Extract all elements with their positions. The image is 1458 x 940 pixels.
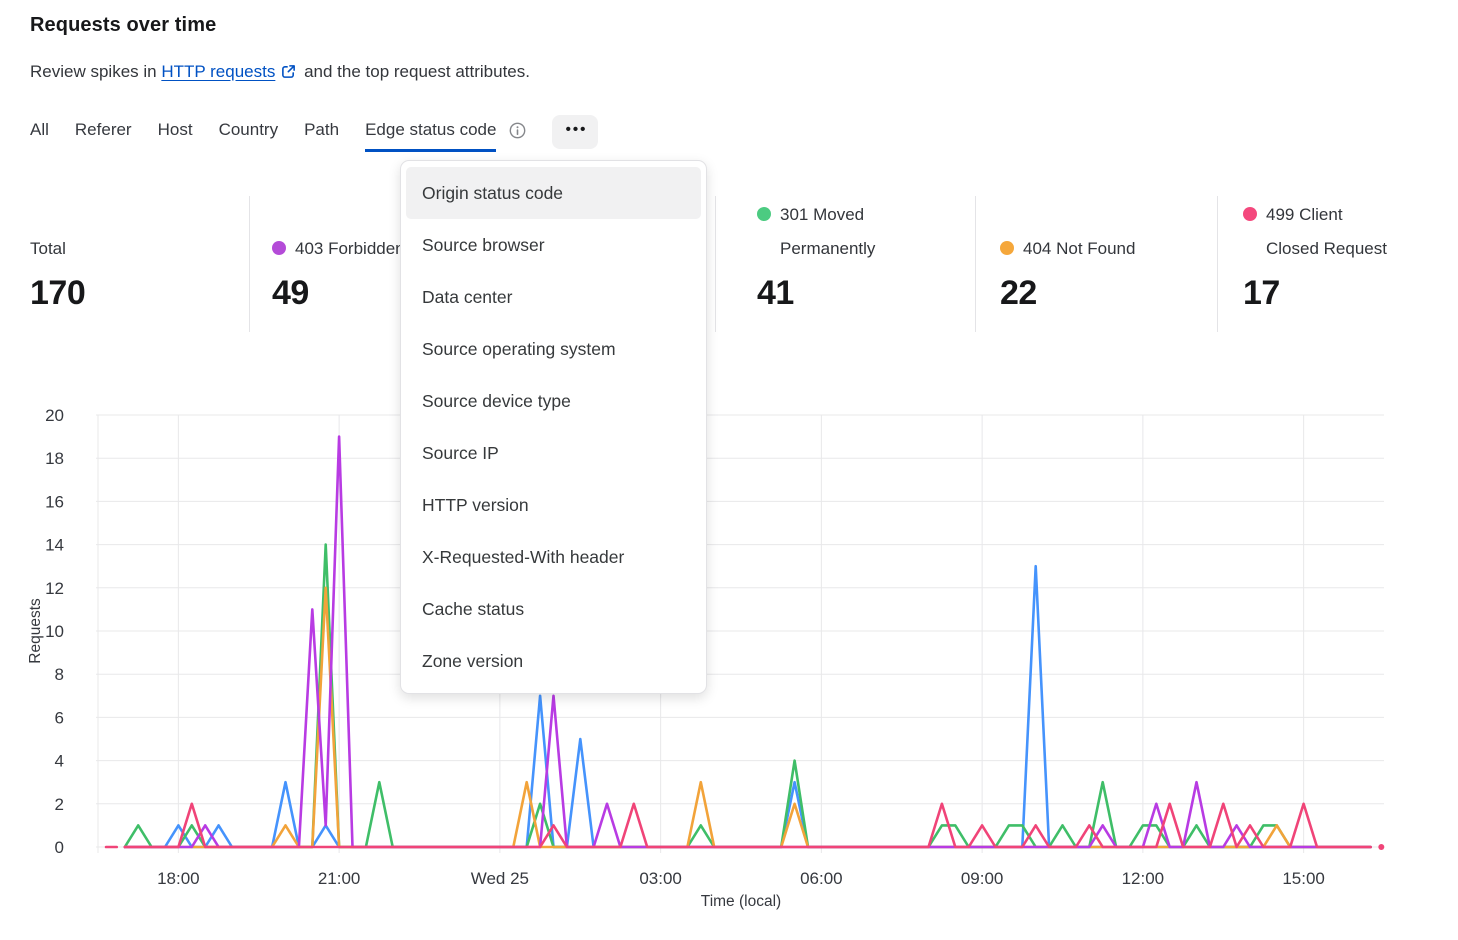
x-tick-label: 18:00: [157, 869, 200, 888]
menu-item-source-browser[interactable]: Source browser: [422, 234, 545, 255]
stat-label: 301 Moved Permanently: [757, 196, 875, 266]
menu-item-origin-status-code[interactable]: Origin status code: [406, 167, 701, 219]
y-tick-label: 10: [45, 622, 64, 641]
stats-divider: [975, 196, 976, 332]
series-line-499-client-closed-request: [123, 802, 1372, 849]
tab-label: Country: [218, 120, 279, 139]
stat-403-forbidden: 403 Forbidden 49: [272, 196, 405, 313]
series-end-dot-499-client-closed-request: [1378, 844, 1385, 850]
menu-item-zone-version[interactable]: Zone version: [422, 650, 524, 671]
page-title: Requests over time: [30, 14, 217, 36]
subtitle: Review spikes in HTTP requests and the t…: [30, 62, 530, 82]
stat-499-client-closed-request: 499 Client Closed Request 17: [1243, 196, 1387, 313]
x-tick-label: 21:00: [318, 869, 361, 888]
tab-referer[interactable]: Referer: [75, 120, 132, 152]
attribute-tabs: All Referer Host Country Path Edge status cod…: [30, 115, 599, 152]
stat-value: 22: [1000, 274, 1037, 312]
stats-divider: [715, 196, 716, 332]
y-tick-label: 6: [55, 708, 64, 727]
stat-label: Total: [30, 239, 66, 258]
stat-value: 41: [757, 274, 794, 312]
stat-total: Total 170: [30, 196, 86, 313]
y-tick-label: 0: [55, 838, 64, 857]
x-axis-title: Time (local): [701, 893, 781, 910]
menu-item-data-center[interactable]: Data center: [422, 286, 513, 307]
stats-divider: [1217, 196, 1218, 332]
http-requests-link[interactable]: HTTP requests: [161, 62, 299, 81]
stat-value: 49: [272, 274, 309, 312]
stat-label: 404 Not Found: [1000, 196, 1135, 266]
y-tick-label: 8: [55, 665, 64, 684]
tab-label: Edge status code: [365, 120, 497, 152]
y-tick-label: 18: [45, 449, 64, 468]
y-tick-label: 4: [55, 752, 64, 771]
stat-label: 403 Forbidden: [272, 196, 405, 266]
series-line-301-moved-permanently: [123, 543, 1372, 849]
stat-value: 170: [30, 274, 86, 312]
tab-edge-status-code[interactable]: Edge status code: [365, 120, 526, 152]
attribute-dropdown-menu: Origin status code Source browser Data cen…: [400, 160, 707, 694]
tab-label: Referer: [74, 120, 132, 139]
tab-label: Host: [157, 120, 193, 139]
tab-host[interactable]: Host: [158, 120, 193, 152]
menu-item-x-requested-with-header[interactable]: X-Requested-With header: [422, 546, 625, 567]
y-tick-label: 20: [45, 406, 64, 425]
tab-label: Path: [304, 120, 340, 139]
info-icon[interactable]: [509, 122, 526, 139]
external-link-icon: [282, 65, 296, 78]
x-tick-label: 15:00: [1282, 869, 1325, 888]
menu-item-cache-status[interactable]: Cache status: [422, 598, 525, 619]
x-tick-label: Wed 25: [471, 869, 529, 888]
y-tick-label: 12: [45, 579, 64, 598]
tab-country[interactable]: Country: [219, 120, 279, 152]
stat-label: 499 Client Closed Request: [1243, 196, 1387, 266]
y-tick-label: 14: [45, 536, 64, 555]
menu-item-source-device-type[interactable]: Source device type: [422, 390, 571, 411]
series-line-403-forbidden: [123, 435, 1372, 849]
legend-dot: [757, 207, 771, 221]
x-tick-label: 03:00: [639, 869, 682, 888]
x-tick-label: 06:00: [800, 869, 843, 888]
tab-path[interactable]: Path: [304, 120, 339, 152]
menu-item-http-version[interactable]: HTTP version: [422, 494, 529, 515]
stat-404-not-found: 404 Not Found 22: [1000, 196, 1135, 313]
subtitle-suffix: and the top request attributes.: [304, 62, 530, 81]
tab-all[interactable]: All: [30, 120, 49, 152]
tab-label: All: [30, 120, 49, 139]
more-tabs-button[interactable]: •••: [552, 115, 599, 149]
subtitle-prefix: Review spikes in: [30, 62, 157, 81]
menu-item-source-ip[interactable]: Source IP: [422, 442, 499, 463]
menu-item-source-operating-system[interactable]: Source operating system: [422, 338, 616, 359]
legend-dot: [272, 241, 286, 255]
x-tick-label: 09:00: [961, 869, 1004, 888]
legend-dot: [1000, 241, 1014, 255]
x-tick-label: 12:00: [1122, 869, 1165, 888]
stat-value: 17: [1243, 274, 1280, 312]
stat-301-moved-permanently: 301 Moved Permanently 41: [757, 196, 875, 313]
stats-divider: [249, 196, 250, 332]
y-tick-label: 2: [55, 795, 64, 814]
legend-dot: [1243, 207, 1257, 221]
y-axis-title: Requests: [27, 598, 44, 664]
y-tick-label: 16: [45, 492, 64, 511]
